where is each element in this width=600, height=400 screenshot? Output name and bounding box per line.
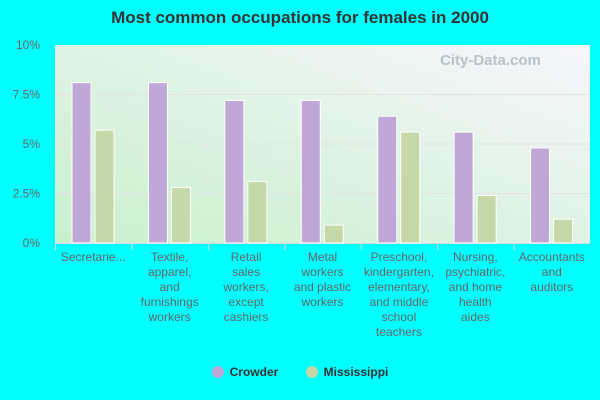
- bar-crowder: [71, 82, 92, 244]
- x-tick-label: Accountants and auditors: [519, 250, 585, 294]
- bar-mississippi: [400, 131, 421, 244]
- legend-label: Crowder: [229, 365, 279, 379]
- legend-label: Mississippi: [323, 365, 389, 379]
- x-tick-label: Nursing, psychiatric, and home health aides: [445, 250, 505, 324]
- bar-crowder: [147, 82, 168, 244]
- bar-crowder: [377, 115, 398, 244]
- bar-mississippi: [247, 181, 268, 244]
- legend-swatch: [211, 366, 224, 378]
- watermark-logo: City-Data.com: [440, 52, 541, 69]
- x-tick-label: Textile, apparel, and furnishings workers: [141, 250, 199, 324]
- chart-title: Most common occupations for females in 2…: [111, 8, 489, 27]
- y-tick-label: 0%: [23, 236, 41, 250]
- bar-crowder: [300, 99, 321, 244]
- bar-crowder: [224, 99, 245, 244]
- bar-crowder: [453, 131, 474, 244]
- y-tick-label: 2.5%: [13, 187, 41, 201]
- legend: Crowder Mississippi: [0, 365, 600, 381]
- bar-mississippi: [323, 224, 344, 244]
- x-tick-label: Metal workers and plastic workers: [294, 250, 351, 309]
- bar-mississippi: [553, 218, 574, 244]
- x-tick-label: Preschool, kindergarten, elementary, and mi…: [364, 250, 434, 339]
- bar-mississippi: [94, 129, 115, 244]
- x-tick-label: Retail sales workers, except cashiers: [222, 250, 268, 324]
- legend-item-crowder: Crowder: [211, 365, 279, 379]
- legend-item-mississippi: Mississippi: [305, 365, 389, 379]
- y-tick-label: 7.5%: [13, 88, 41, 102]
- y-tick-label: 5%: [23, 137, 41, 151]
- x-tick-label: Secretarie...: [61, 250, 126, 264]
- bar-crowder: [530, 147, 551, 244]
- bar-mississippi: [170, 187, 191, 244]
- y-tick-label: 10%: [16, 38, 40, 52]
- bar-mississippi: [476, 194, 497, 244]
- legend-swatch: [305, 366, 318, 378]
- bar-chart: 0% 2.5% 5% 7.5% 10% Secretarie... Textile, appa…: [13, 38, 590, 339]
